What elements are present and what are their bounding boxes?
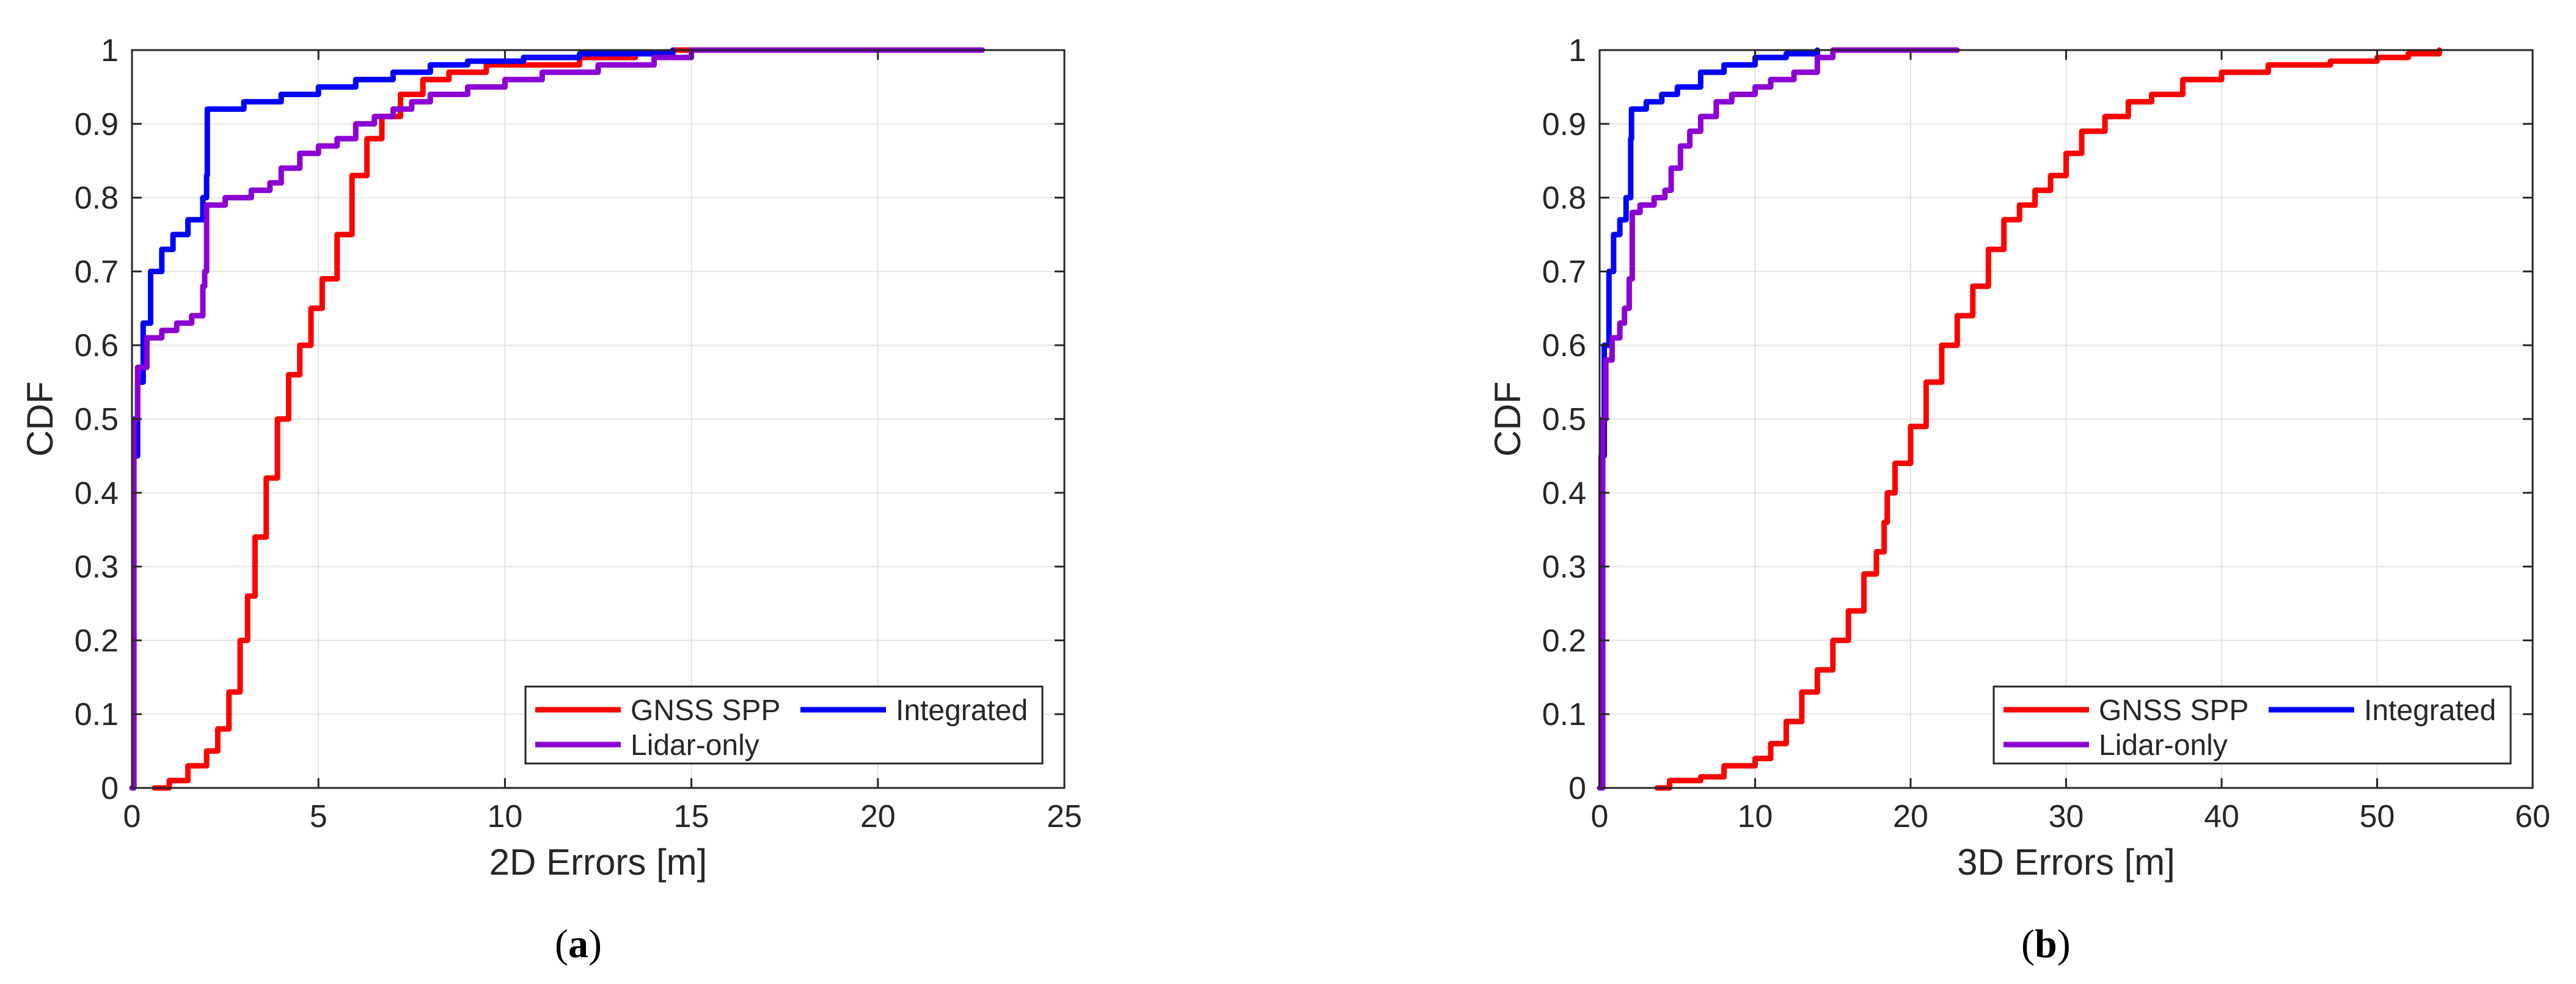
legend-b: GNSS SPP Integrated Lidar-only (1992, 685, 2512, 765)
ticks-a: 0 5 10 15 20 25 0 0.1 0.2 0.3 0.4 0.5 0.6 0.7 0.8 0.9 1 (75, 33, 1082, 834)
y-tick-label: 0 (101, 771, 119, 806)
y-tick-label: 0.3 (1542, 550, 1586, 585)
y-tick-label: 0.2 (75, 623, 119, 658)
legend-box (1992, 685, 2512, 765)
caption-b-close: ) (2057, 922, 2071, 966)
y-tick-label: 0.2 (1542, 623, 1586, 658)
legend-a: GNSS SPP Integrated Lidar-only (524, 685, 1044, 765)
y-tick-label: 0.9 (75, 107, 119, 142)
series-line-integrated (129, 47, 676, 791)
caption-a-letter: a (568, 922, 588, 966)
y-tick-label: 0.9 (1542, 107, 1586, 142)
caption-a-close: ) (588, 922, 602, 966)
legend-label-lidar-only: Lidar-only (631, 729, 759, 762)
series-line-lidar-only (1597, 47, 1960, 791)
x-tick-label: 20 (860, 799, 896, 834)
x-tick-label: 40 (2204, 799, 2239, 834)
chart-panel-a: 0 5 10 15 20 25 0 0.1 0.2 0.3 0.4 0.5 0.6 0.7 0.8 0.9 1 2… (20, 33, 1082, 883)
y-tick-label: 1 (101, 33, 119, 68)
caption-b-open: ( (2021, 922, 2035, 966)
y-tick-label: 0.8 (1542, 181, 1586, 216)
legend-box (524, 685, 1044, 765)
y-tick-label: 0.5 (75, 402, 119, 437)
y-tick-label: 0.7 (1542, 254, 1586, 290)
series-group-a (129, 47, 986, 791)
series-line-gnss-spp (1654, 47, 2442, 791)
y-tick-label: 0.5 (1542, 402, 1586, 437)
x-tick-label: 30 (2049, 799, 2084, 834)
x-tick-label: 5 (310, 799, 327, 834)
x-tick-label: 15 (674, 799, 709, 834)
x-tick-label: 25 (1047, 799, 1082, 834)
y-tick-label: 0.8 (75, 181, 119, 216)
x-tick-label: 0 (1591, 799, 1609, 834)
legend-label-integrated: Integrated (2364, 694, 2496, 727)
y-axis-label-a: CDF (20, 381, 60, 456)
y-axis-label-b: CDF (1487, 381, 1528, 456)
ticks-b: 0 10 20 30 40 50 60 0 0.1 0.2 0.3 0.4 0.5 0.6 0.7 0.8 0.… (1542, 33, 2550, 834)
chart-panel-b: 0 10 20 30 40 50 60 0 0.1 0.2 0.3 0.4 0.5 0.6 0.7 0.8 0.… (1487, 33, 2550, 883)
legend-label-gnss-spp: GNSS SPP (631, 694, 780, 727)
y-tick-label: 0 (1568, 771, 1586, 806)
x-axis-label-a: 2D Errors [m] (489, 842, 708, 883)
x-tick-label: 60 (2515, 799, 2550, 834)
x-axis-label-b: 3D Errors [m] (1957, 842, 2175, 883)
legend-label-gnss-spp: GNSS SPP (2099, 694, 2249, 727)
x-tick-label: 10 (487, 799, 522, 834)
x-tick-label: 20 (1893, 799, 1928, 834)
y-tick-label: 0.4 (75, 476, 119, 511)
series-group-b (1597, 47, 2442, 791)
series-line-integrated (1597, 47, 1820, 791)
caption-a: (a) (555, 921, 602, 968)
y-tick-label: 0.6 (1542, 328, 1586, 363)
grid-a (131, 49, 1065, 789)
legend-label-lidar-only: Lidar-only (2099, 729, 2228, 762)
y-tick-label: 0.3 (75, 550, 119, 585)
x-tick-label: 0 (123, 799, 141, 834)
y-tick-label: 0.7 (75, 254, 119, 290)
x-tick-label: 50 (2360, 799, 2395, 834)
caption-b: (b) (2021, 921, 2071, 968)
y-tick-label: 0.1 (75, 697, 119, 732)
caption-a-open: ( (555, 922, 568, 966)
y-tick-label: 1 (1568, 33, 1586, 68)
series-line-gnss-spp (152, 47, 986, 791)
y-tick-label: 0.6 (75, 328, 119, 363)
legend-label-integrated: Integrated (896, 694, 1028, 727)
y-tick-label: 0.1 (1542, 697, 1586, 732)
caption-b-letter: b (2034, 922, 2057, 966)
series-line-lidar-only (129, 47, 986, 791)
x-tick-label: 10 (1738, 799, 1773, 834)
y-tick-label: 0.4 (1542, 476, 1586, 511)
